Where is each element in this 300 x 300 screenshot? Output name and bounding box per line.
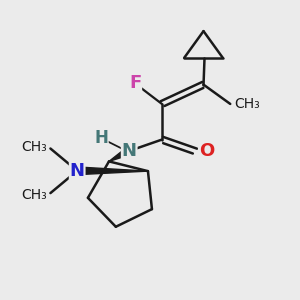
Text: CH₃: CH₃ bbox=[234, 97, 260, 111]
Text: CH₃: CH₃ bbox=[21, 188, 47, 202]
Text: N: N bbox=[122, 142, 137, 160]
Text: H: H bbox=[94, 129, 108, 147]
Text: CH₃: CH₃ bbox=[21, 140, 47, 154]
Polygon shape bbox=[77, 167, 148, 175]
Text: O: O bbox=[199, 142, 214, 160]
Polygon shape bbox=[109, 148, 130, 161]
Text: N: N bbox=[70, 162, 85, 180]
Text: F: F bbox=[129, 74, 141, 92]
